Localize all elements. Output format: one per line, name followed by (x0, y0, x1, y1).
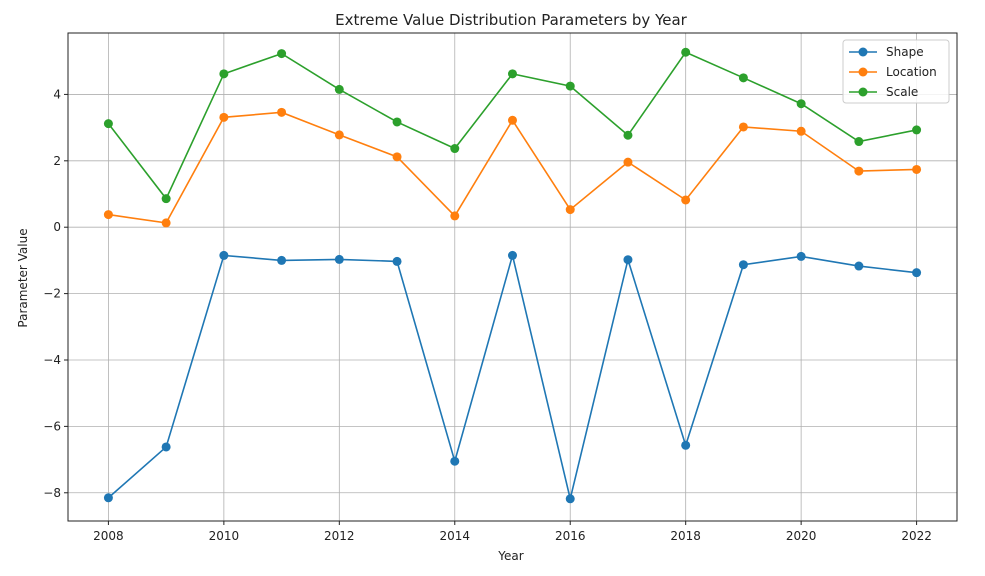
y-tick-label: −8 (43, 486, 61, 500)
scale-point (392, 117, 402, 127)
x-axis-ticks: 2008 2010 2012 2014 2016 2018 2020 2022 (93, 521, 932, 543)
scale-point (219, 69, 229, 79)
legend-box (842, 39, 950, 104)
location-point (450, 211, 460, 221)
location-point (854, 166, 864, 176)
x-tick-label: 2010 (209, 529, 240, 543)
location-point (796, 126, 806, 136)
legend-label-scale: Scale (886, 85, 918, 99)
series-scale (103, 47, 922, 204)
legend-marker-shape (858, 47, 868, 57)
x-tick-label: 2018 (670, 529, 701, 543)
legend-marker-location (858, 67, 868, 77)
scale-point (796, 99, 806, 109)
location-point (738, 122, 748, 132)
shape-point (854, 261, 864, 271)
shape-point (912, 268, 922, 278)
location-point (912, 164, 922, 174)
location-point (334, 130, 344, 140)
location-point (681, 195, 691, 205)
scale-point (450, 144, 460, 154)
location-point (508, 115, 517, 125)
grid (68, 33, 957, 521)
x-axis-title: Year (497, 549, 523, 563)
shape-point (508, 250, 517, 260)
y-tick-label: 2 (53, 154, 61, 168)
series-location (103, 107, 922, 228)
scale-point (103, 119, 113, 129)
scale-point (508, 69, 517, 79)
shape-point (392, 256, 402, 266)
scale-point (912, 125, 922, 135)
legend-label-shape: Shape (886, 45, 924, 59)
series-layer (103, 47, 922, 504)
location-point (623, 157, 633, 167)
x-tick-label: 2016 (555, 529, 586, 543)
scale-point (277, 49, 287, 59)
scale-point (623, 130, 633, 140)
shape-point (334, 254, 344, 264)
scale-point (854, 137, 864, 147)
shape-point (796, 251, 806, 261)
series-shape (103, 250, 922, 504)
y-tick-label: −6 (43, 419, 61, 433)
legend-marker-scale (858, 87, 868, 97)
scale-point (565, 81, 575, 91)
scale-point (681, 47, 691, 57)
location-point (392, 152, 402, 162)
y-tick-label: 0 (53, 220, 61, 234)
x-tick-label: 2022 (901, 529, 932, 543)
x-tick-label: 2014 (439, 529, 470, 543)
chart-title: Extreme Value Distribution Parameters by… (335, 11, 688, 29)
y-tick-label: −2 (43, 287, 61, 301)
shape-point (277, 255, 287, 265)
scale-point (334, 84, 344, 94)
location-point (103, 210, 113, 220)
location-point (219, 112, 229, 122)
y-tick-label: −4 (43, 353, 61, 367)
x-tick-label: 2008 (93, 529, 124, 543)
legend-label-location: Location (886, 65, 937, 79)
legend: Shape Location Scale (842, 39, 950, 104)
shape-point (623, 255, 633, 265)
y-tick-label: 4 (53, 87, 61, 101)
location-point (277, 107, 287, 117)
location-point (565, 205, 575, 215)
plot-frame (67, 32, 958, 522)
shape-point (738, 260, 748, 270)
y-axis-title: Parameter Value (16, 228, 30, 327)
shape-point (565, 494, 575, 504)
scale-point (738, 73, 748, 83)
location-point (161, 218, 171, 228)
shape-point (681, 440, 691, 450)
x-tick-label: 2020 (786, 529, 817, 543)
shape-point (450, 456, 460, 466)
x-tick-label: 2012 (324, 529, 355, 543)
shape-point (219, 250, 229, 260)
shape-point (103, 493, 113, 503)
scale-point (161, 194, 171, 204)
y-axis-ticks: −8 −6 −4 −2 0 2 4 (43, 87, 68, 500)
shape-point (161, 442, 171, 452)
